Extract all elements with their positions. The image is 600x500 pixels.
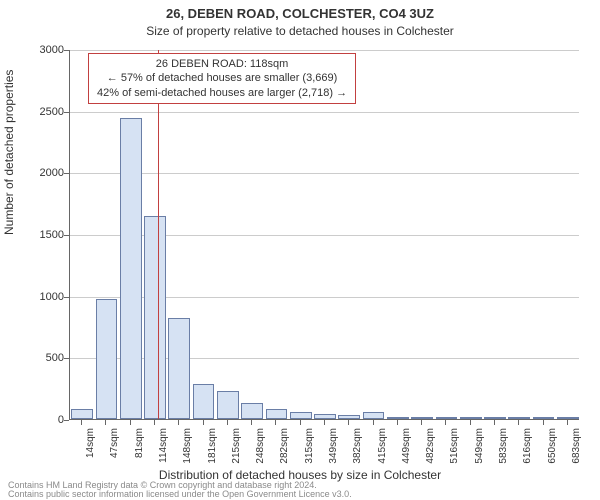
- bar: [217, 391, 239, 419]
- y-tick-label: 0: [30, 414, 64, 426]
- x-tick-mark: [445, 420, 446, 425]
- gridline: [70, 50, 579, 51]
- x-tick-mark: [154, 420, 155, 425]
- x-tick-mark: [81, 420, 82, 425]
- bar: [266, 409, 288, 419]
- x-tick-mark: [203, 420, 204, 425]
- y-tick-label: 2000: [30, 167, 64, 179]
- bar: [557, 417, 579, 419]
- x-tick-mark: [470, 420, 471, 425]
- y-tick-label: 3000: [30, 44, 64, 56]
- bar: [71, 409, 93, 419]
- y-tick-label: 2500: [30, 106, 64, 118]
- x-tick-mark: [518, 420, 519, 425]
- bar: [387, 417, 409, 419]
- title-main: 26, DEBEN ROAD, COLCHESTER, CO4 3UZ: [0, 6, 600, 21]
- title-sub: Size of property relative to detached ho…: [0, 24, 600, 38]
- x-tick-mark: [105, 420, 106, 425]
- plot-area: [69, 50, 579, 420]
- bar: [508, 417, 530, 419]
- x-tick-mark: [130, 420, 131, 425]
- x-tick-mark: [275, 420, 276, 425]
- x-tick-mark: [324, 420, 325, 425]
- x-tick-mark: [397, 420, 398, 425]
- x-tick-mark: [251, 420, 252, 425]
- x-tick-mark: [543, 420, 544, 425]
- bar: [533, 417, 555, 419]
- y-tick-label: 500: [30, 352, 64, 364]
- bar: [436, 417, 458, 419]
- footer: Contains HM Land Registry data © Crown c…: [8, 481, 592, 499]
- y-tick-label: 1000: [30, 291, 64, 303]
- annotation-line3: 42% of semi-detached houses are larger (…: [97, 86, 347, 100]
- x-tick-mark: [421, 420, 422, 425]
- x-tick-mark: [373, 420, 374, 425]
- reference-line: [158, 50, 159, 419]
- bar: [144, 216, 166, 420]
- bar: [363, 412, 385, 419]
- y-tick-mark: [64, 420, 69, 421]
- bar: [120, 118, 142, 419]
- x-tick-mark: [348, 420, 349, 425]
- bar: [290, 412, 312, 419]
- gridline: [70, 112, 579, 113]
- annotation-box: 26 DEBEN ROAD: 118sqm ← 57% of detached …: [88, 53, 356, 104]
- bar: [314, 414, 336, 419]
- annotation-line2: ← 57% of detached houses are smaller (3,…: [97, 71, 347, 85]
- bar: [460, 417, 482, 419]
- bar: [96, 299, 118, 419]
- bar: [411, 417, 433, 419]
- x-tick-mark: [178, 420, 179, 425]
- annotation-line1: 26 DEBEN ROAD: 118sqm: [97, 57, 347, 71]
- bar: [484, 417, 506, 419]
- x-tick-mark: [227, 420, 228, 425]
- bar: [241, 403, 263, 419]
- x-tick-mark: [567, 420, 568, 425]
- gridline: [70, 173, 579, 174]
- y-tick-label: 1500: [30, 229, 64, 241]
- bar: [193, 384, 215, 419]
- figure: 26, DEBEN ROAD, COLCHESTER, CO4 3UZ Size…: [0, 0, 600, 500]
- x-tick-mark: [494, 420, 495, 425]
- footer-line2: Contains public sector information licen…: [8, 489, 352, 499]
- bar: [338, 415, 360, 419]
- bar: [168, 318, 190, 419]
- x-tick-mark: [300, 420, 301, 425]
- y-axis-label: Number of detached properties: [2, 70, 16, 235]
